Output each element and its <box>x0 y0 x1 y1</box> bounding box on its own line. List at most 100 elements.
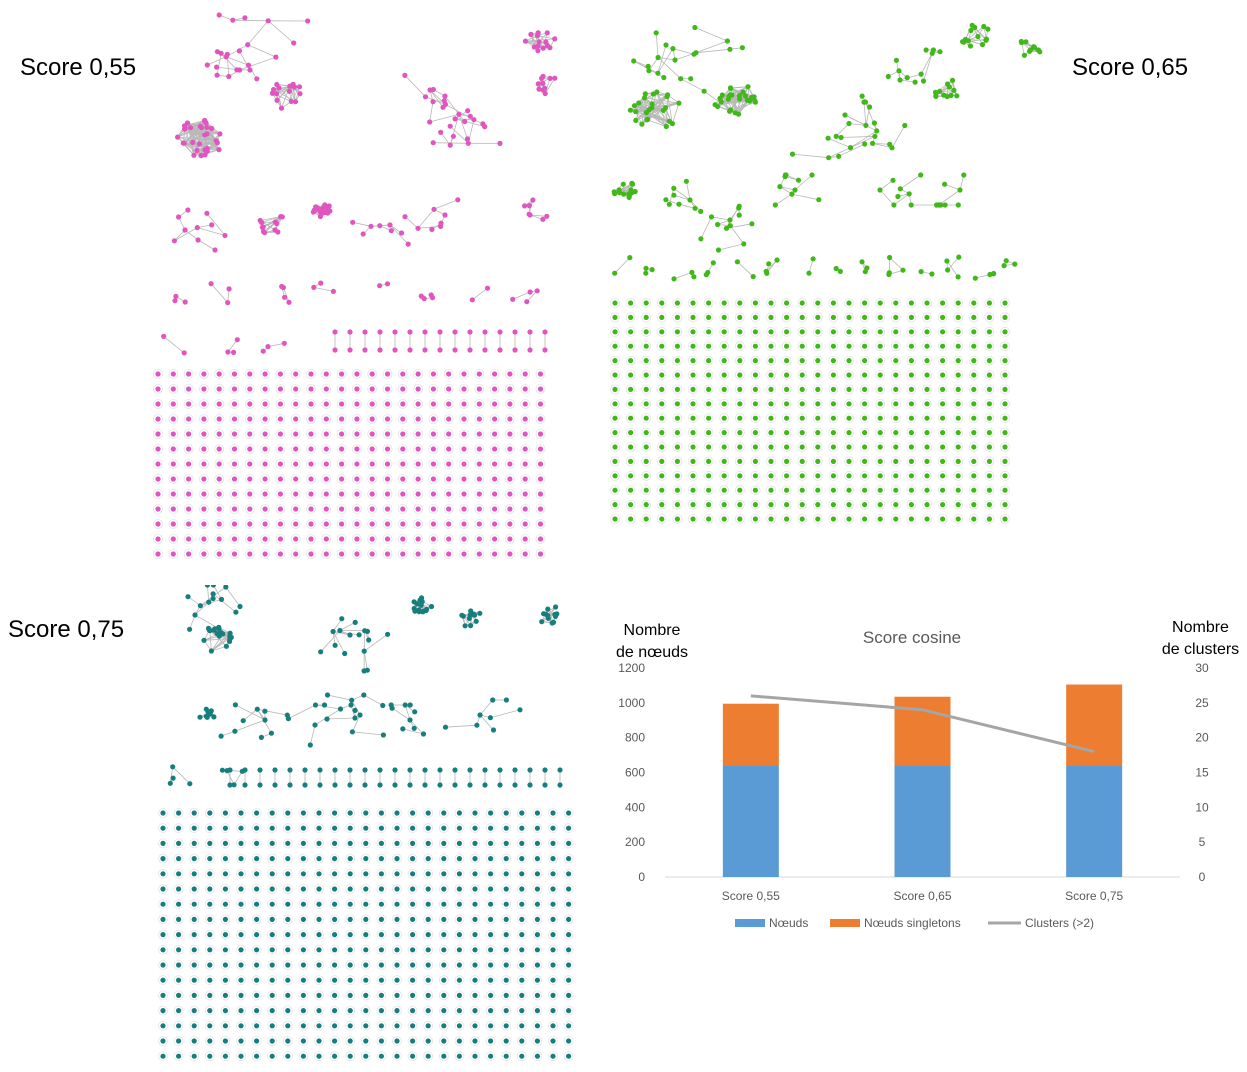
network-node <box>269 992 275 998</box>
singleton-ring <box>336 489 347 499</box>
network-node <box>285 1008 291 1014</box>
network-node <box>472 825 478 831</box>
singleton-ring <box>719 485 730 496</box>
network-node <box>877 358 883 364</box>
singleton-ring <box>688 413 698 424</box>
singleton-ring <box>719 442 730 452</box>
network-node <box>277 371 283 377</box>
network-node <box>422 329 428 335</box>
network-node <box>492 476 498 482</box>
network-node <box>191 886 197 892</box>
singleton-ring <box>859 384 870 395</box>
network-node <box>231 371 238 377</box>
network-node <box>210 585 216 588</box>
network-node <box>332 886 338 892</box>
singleton-ring <box>428 369 439 379</box>
network-node <box>522 446 528 452</box>
singleton-ring <box>392 884 402 894</box>
singleton-ring <box>906 514 917 524</box>
network-node <box>366 637 372 643</box>
network-node <box>339 476 345 482</box>
network-node <box>534 962 540 968</box>
network-node <box>846 372 852 378</box>
singleton-ring <box>189 1051 200 1062</box>
network-node <box>300 825 306 831</box>
network-node <box>288 98 294 104</box>
singleton-ring <box>392 838 402 849</box>
network-edge <box>472 287 488 301</box>
chart-title: Score cosine <box>863 628 961 647</box>
singleton-ring <box>641 413 652 424</box>
network-node <box>547 75 553 81</box>
singleton-ring <box>504 444 515 454</box>
singleton-ring <box>360 1036 371 1046</box>
singleton-ring <box>781 341 792 352</box>
singleton-ring <box>189 914 200 925</box>
network-node <box>422 347 428 353</box>
singleton-ring <box>875 298 886 308</box>
network-node <box>745 84 751 90</box>
singleton-ring <box>275 489 286 499</box>
network-node <box>540 80 546 86</box>
network-node <box>400 401 406 407</box>
singleton-ring <box>890 370 901 380</box>
network-node <box>527 289 533 295</box>
network-edge <box>900 174 921 190</box>
singleton-ring <box>407 960 418 970</box>
singleton-ring <box>158 1036 168 1046</box>
network-node <box>940 487 946 493</box>
network-node <box>201 431 207 437</box>
network-node <box>706 358 712 364</box>
singleton-ring <box>168 399 179 409</box>
singleton-ring <box>173 884 184 894</box>
network-node <box>488 977 494 983</box>
network-node <box>503 810 509 816</box>
network-node <box>231 506 238 512</box>
singleton-ring <box>428 414 439 424</box>
network-node <box>323 371 329 377</box>
network-node <box>727 223 733 229</box>
singleton-ring <box>407 868 418 879</box>
network-node <box>191 1008 197 1014</box>
singleton-ring <box>214 549 225 559</box>
network-node <box>170 775 176 781</box>
network-node <box>384 491 391 497</box>
network-node <box>550 916 556 922</box>
singleton-ring <box>890 442 901 452</box>
network-node <box>461 506 467 512</box>
network-edge <box>207 56 227 66</box>
singleton-ring <box>397 549 408 559</box>
singleton-ring <box>220 853 231 864</box>
singleton-ring <box>875 384 886 395</box>
singleton-ring <box>563 990 574 1001</box>
network-node <box>550 947 556 953</box>
network-node <box>739 45 745 51</box>
singleton-ring <box>158 990 168 1001</box>
network-edge <box>719 86 749 99</box>
network-node <box>737 502 743 508</box>
network-node <box>815 314 821 320</box>
singleton-ring <box>189 929 200 940</box>
network-node <box>452 329 458 335</box>
network-node <box>208 648 214 654</box>
singleton-ring <box>360 1051 371 1062</box>
singleton-ring <box>734 398 745 409</box>
network-node <box>354 551 360 557</box>
network-node <box>363 886 369 892</box>
network-node <box>429 226 435 232</box>
network-edge <box>211 645 227 652</box>
network-node <box>727 85 734 91</box>
network-node <box>269 856 275 862</box>
network-node <box>388 228 394 234</box>
singleton-ring <box>953 326 964 337</box>
network-node <box>488 810 494 816</box>
network-edge <box>838 143 865 157</box>
network-node <box>425 886 431 892</box>
singleton-ring <box>199 504 209 514</box>
singleton-ring <box>392 868 402 879</box>
network-edge <box>404 75 426 98</box>
network-node <box>566 856 572 862</box>
singleton-ring <box>641 499 652 510</box>
network-node <box>472 1008 478 1014</box>
network-edge <box>225 586 241 607</box>
